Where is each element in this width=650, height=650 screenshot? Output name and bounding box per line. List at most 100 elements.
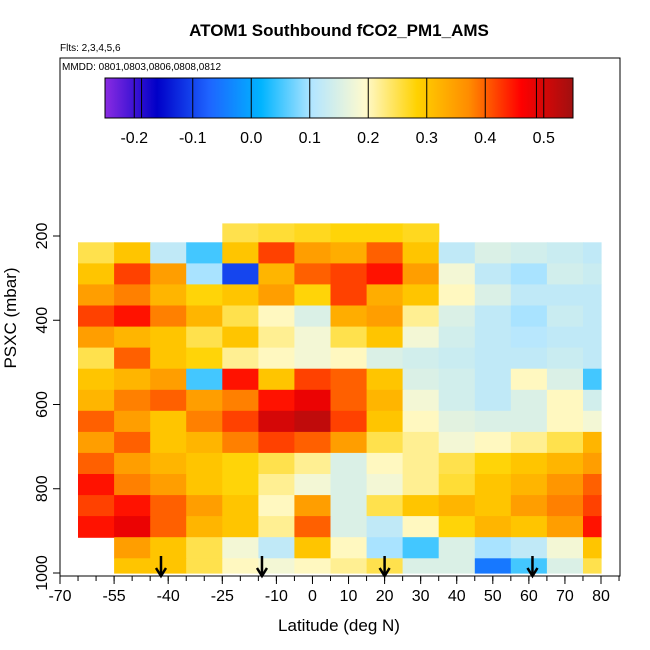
heatmap-cell <box>438 347 476 370</box>
heatmap-cell <box>583 474 602 496</box>
heatmap-cell <box>510 537 548 559</box>
x-tick-label: -25 <box>211 588 234 605</box>
heatmap-cell <box>330 223 368 243</box>
heatmap-cell <box>330 305 368 328</box>
heatmap-cell <box>510 368 548 391</box>
heatmap-cell <box>474 389 512 412</box>
colorbar-tick-label: 0.5 <box>533 130 555 147</box>
heatmap-cell <box>186 537 223 559</box>
heatmap-cell <box>150 347 187 370</box>
heatmap-cell <box>114 516 151 538</box>
heatmap-cell <box>294 347 332 370</box>
heatmap-cell <box>510 326 548 349</box>
heatmap-cell <box>258 368 296 391</box>
heatmap-cell <box>546 474 584 496</box>
heatmap-cell <box>330 452 368 475</box>
heatmap-cell <box>78 410 115 433</box>
heatmap-cell <box>546 242 584 264</box>
heatmap-cell <box>474 452 512 475</box>
heatmap-cell <box>114 347 151 370</box>
heatmap-cell <box>294 263 332 286</box>
heatmap-cell <box>150 558 187 574</box>
heatmap-cell <box>222 558 259 574</box>
colorbar-tick-label: 0.1 <box>299 130 321 147</box>
heatmap-cell <box>114 452 151 475</box>
heatmap-cell <box>294 326 332 349</box>
y-tick-label: 600 <box>34 391 51 418</box>
x-tick-label: 70 <box>556 588 574 605</box>
heatmap-cell <box>150 305 187 328</box>
heatmap-cell <box>150 474 187 496</box>
heatmap-cell <box>222 347 259 370</box>
heatmap-cell <box>294 305 332 328</box>
heatmap-cell <box>294 558 332 574</box>
heatmap-cell <box>546 284 584 307</box>
heatmap-cell <box>294 242 332 264</box>
y-axis: 200 400 600 800 1000 <box>34 223 60 591</box>
heatmap-cell <box>222 242 259 264</box>
heatmap-cell <box>583 537 602 559</box>
heatmap-cell <box>438 242 476 264</box>
heatmap-cell <box>114 263 151 286</box>
heatmap-cell <box>438 516 476 538</box>
heatmap-cell <box>330 326 368 349</box>
heatmap-cell <box>583 284 602 307</box>
arrow-down-icon <box>154 556 168 579</box>
heatmap-cell <box>78 516 115 538</box>
chart-title: ATOM1 Southbound fCO2_PM1_AMS <box>189 21 489 40</box>
heatmap-cell <box>402 368 440 391</box>
heatmap-cell <box>330 431 368 454</box>
heatmap-cell <box>258 537 296 559</box>
heatmap-cell <box>258 242 296 264</box>
heatmap-cell <box>583 516 602 538</box>
heatmap-cell <box>510 389 548 412</box>
y-tick-label: 1000 <box>34 555 51 591</box>
x-tick-label: 40 <box>448 588 466 605</box>
heatmap-cell <box>78 326 115 349</box>
heatmap-cell <box>78 452 115 475</box>
heatmap-cell <box>510 347 548 370</box>
heatmap-cell <box>258 223 296 243</box>
heatmap-cell <box>583 558 602 574</box>
heatmap-cell <box>402 431 440 454</box>
heatmap-cell <box>258 410 296 433</box>
heatmap-cell <box>186 495 223 517</box>
heatmap-cell <box>186 452 223 475</box>
heatmap-cell <box>330 284 368 307</box>
x-tick-label: 20 <box>376 588 394 605</box>
y-axis-label: PSXC (mbar) <box>1 267 20 368</box>
heatmap-cell <box>366 284 404 307</box>
heatmap-cell <box>402 537 440 559</box>
heatmap-cell <box>366 389 404 412</box>
heatmap-cell <box>258 305 296 328</box>
colorbar-tick-label: 0.2 <box>357 130 379 147</box>
heatmap-cell <box>78 389 115 412</box>
arrow-down-icon <box>378 556 391 579</box>
heatmap-cell <box>583 305 602 328</box>
heatmap-cell <box>258 516 296 538</box>
arrow-down-icon <box>526 556 539 579</box>
heatmap-cell <box>474 474 512 496</box>
heatmap-cell <box>330 537 368 559</box>
heatmap-cell <box>186 326 223 349</box>
heatmap-cell <box>258 347 296 370</box>
heatmap-cell <box>474 347 512 370</box>
heatmap-cell <box>366 347 404 370</box>
heatmap-cell <box>474 305 512 328</box>
heatmap-cell <box>186 242 223 264</box>
heatmap-cell <box>366 495 404 517</box>
heatmap-cell <box>474 263 512 286</box>
heatmap-cell <box>222 431 259 454</box>
heatmap-cell <box>510 242 548 264</box>
colorbar-tick-label: -0.1 <box>179 130 207 147</box>
heatmap-cell <box>222 305 259 328</box>
heatmap-cell <box>546 410 584 433</box>
heatmap-cell <box>510 410 548 433</box>
heatmap-cell <box>546 368 584 391</box>
heatmap-cell <box>294 474 332 496</box>
heatmap-cell <box>438 305 476 328</box>
heatmap-cell <box>366 452 404 475</box>
colorbar-ticks: -0.2 -0.1 0.0 0.1 0.2 0.3 0.4 0.5 <box>120 130 555 147</box>
heatmap-cell <box>330 558 368 574</box>
heatmap-cell <box>402 410 440 433</box>
